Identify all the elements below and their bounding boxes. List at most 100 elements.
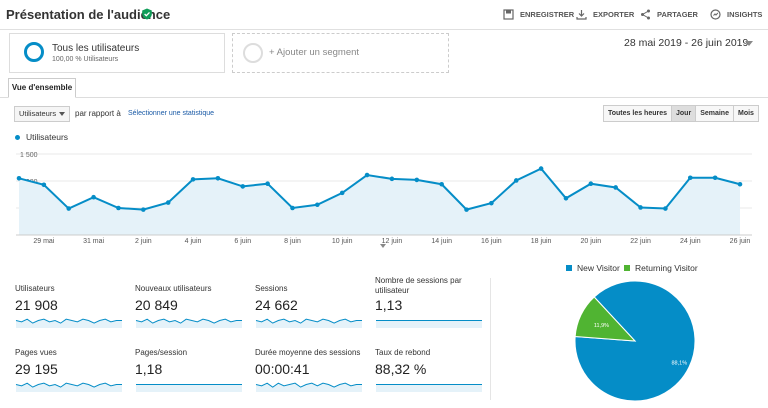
sparkline-fill xyxy=(16,383,122,392)
metric-label: Taux de rebond xyxy=(375,348,431,357)
add-segment-label: + Ajouter un segment xyxy=(269,47,360,58)
metric-value: 1,13 xyxy=(375,297,403,313)
metrics-divider xyxy=(490,278,491,400)
share-button[interactable]: PARTAGER xyxy=(640,9,698,20)
save-button[interactable]: ENREGISTRER xyxy=(503,9,574,20)
x-tick-label: 6 juin xyxy=(234,238,251,245)
metric-value: 21 908 xyxy=(15,297,58,313)
metric-card[interactable]: Utilisateurs 21 908 xyxy=(15,284,125,330)
sparkline-line xyxy=(255,382,362,388)
pie-legend-new: New Visitor xyxy=(566,263,620,273)
metric-sparkline xyxy=(255,382,362,392)
data-point xyxy=(638,205,643,210)
visitor-pie-chart: 88,1% 11,9% xyxy=(574,280,696,402)
page-header: Présentation de l'audience ENREGISTRER E… xyxy=(0,0,768,30)
data-point xyxy=(712,175,718,181)
metric-card[interactable]: Pages/session 1,18 xyxy=(135,348,245,394)
data-point xyxy=(339,190,345,196)
metric-card[interactable]: Taux de rebond 88,32 % xyxy=(375,348,485,394)
tab-bar-divider xyxy=(0,97,768,98)
share-label: PARTAGER xyxy=(657,10,698,19)
export-icon xyxy=(576,10,587,20)
period-month-button[interactable]: Mois xyxy=(733,106,758,121)
metric-card[interactable]: Nombre de sessions par utilisateur 1,13 xyxy=(375,276,485,330)
tab-overview[interactable]: Vue d'ensemble xyxy=(8,78,76,98)
export-label: EXPORTER xyxy=(593,10,635,19)
segment-all-users[interactable]: Tous les utilisateurs 100,00 % Utilisate… xyxy=(9,33,225,73)
period-hourly-button[interactable]: Toutes les heures xyxy=(604,106,673,121)
x-tick-label: 31 mai xyxy=(83,238,104,245)
sparkline-fill xyxy=(136,384,242,392)
data-point xyxy=(364,172,370,178)
metric-sparkline xyxy=(376,320,482,328)
sparkline-line xyxy=(255,318,362,324)
chevron-down-icon[interactable] xyxy=(745,41,753,46)
metric-value: 29 195 xyxy=(15,361,58,377)
data-point xyxy=(165,200,171,205)
data-point xyxy=(215,176,221,181)
data-point xyxy=(464,207,469,212)
period-toggle: Toutes les heures Jour Semaine Mois xyxy=(603,105,759,122)
sparkline-fill xyxy=(376,320,482,328)
verified-shield-icon xyxy=(142,8,152,20)
date-range-picker[interactable]: 28 mai 2019 - 26 juin 2019 xyxy=(624,37,749,49)
insights-button[interactable]: INSIGHTS xyxy=(710,9,762,20)
data-point xyxy=(41,182,47,188)
add-segment-button[interactable]: + Ajouter un segment xyxy=(232,33,449,73)
empty-segment-icon xyxy=(243,43,263,63)
legend-series-name: Utilisateurs xyxy=(26,132,69,142)
x-tick-label: 8 juin xyxy=(284,238,301,245)
sparkline-fill xyxy=(256,383,362,392)
period-week-button[interactable]: Semaine xyxy=(696,106,734,121)
data-point xyxy=(538,166,544,171)
save-icon xyxy=(503,9,514,20)
x-tick-label: 2 juin xyxy=(135,238,152,245)
x-tick-label: 4 juin xyxy=(185,238,202,245)
x-tick-label: 24 juin xyxy=(680,238,701,245)
metric-card[interactable]: Nouveaux utilisateurs 20 849 xyxy=(135,284,245,330)
sparkline-line xyxy=(15,318,122,324)
select-statistic-link[interactable]: Sélectionner une statistique xyxy=(128,110,214,117)
data-point xyxy=(116,205,121,211)
metric-label: Durée moyenne des sessions xyxy=(255,348,361,357)
metric-card[interactable]: Sessions 24 662 xyxy=(255,284,365,330)
chart-legend: Utilisateurs xyxy=(15,132,68,142)
export-button[interactable]: EXPORTER xyxy=(576,9,634,20)
data-point xyxy=(265,181,270,186)
data-point xyxy=(315,202,320,208)
period-day-button[interactable]: Jour xyxy=(672,106,697,121)
x-tick-label: 26 juin xyxy=(730,238,751,245)
chart-resize-handle-icon xyxy=(380,244,386,248)
pie-slice-label: 11,9% xyxy=(594,323,609,329)
metric-label: Utilisateurs xyxy=(15,284,55,293)
series-line xyxy=(18,167,741,211)
data-point xyxy=(687,175,693,181)
metric-card[interactable]: Durée moyenne des sessions 00:00:41 xyxy=(255,348,365,394)
metric-value: 00:00:41 xyxy=(255,361,310,377)
metric-select-value: Utilisateurs xyxy=(19,109,57,118)
data-point xyxy=(66,206,72,211)
data-point xyxy=(563,195,569,201)
metric-label: Pages vues xyxy=(15,348,57,357)
metric-sparkline xyxy=(255,318,362,328)
x-tick-label: 12 juin xyxy=(382,238,403,245)
x-tick-label: 29 mai xyxy=(33,238,54,245)
area-fill xyxy=(19,168,740,235)
insights-label: INSIGHTS xyxy=(727,10,763,19)
pie-slice xyxy=(574,296,637,342)
chevron-down-icon xyxy=(59,112,65,116)
metric-value: 24 662 xyxy=(255,297,298,313)
metric-card[interactable]: Pages vues 29 195 xyxy=(15,348,125,394)
x-tick-label: 14 juin xyxy=(431,238,452,245)
x-tick-label: 20 juin xyxy=(581,238,602,245)
data-point xyxy=(290,205,295,211)
y-tick-label: 1 500 xyxy=(20,152,38,159)
pie-slice-label: 88,1% xyxy=(672,360,688,366)
data-point xyxy=(737,181,743,187)
save-label: ENREGISTRER xyxy=(520,10,575,19)
metric-select[interactable]: Utilisateurs xyxy=(14,106,70,122)
data-point xyxy=(141,207,146,212)
x-tick-label: 22 juin xyxy=(630,238,651,245)
sparkline-line xyxy=(135,318,242,324)
legend-label-returning: Returning Visitor xyxy=(635,263,698,273)
